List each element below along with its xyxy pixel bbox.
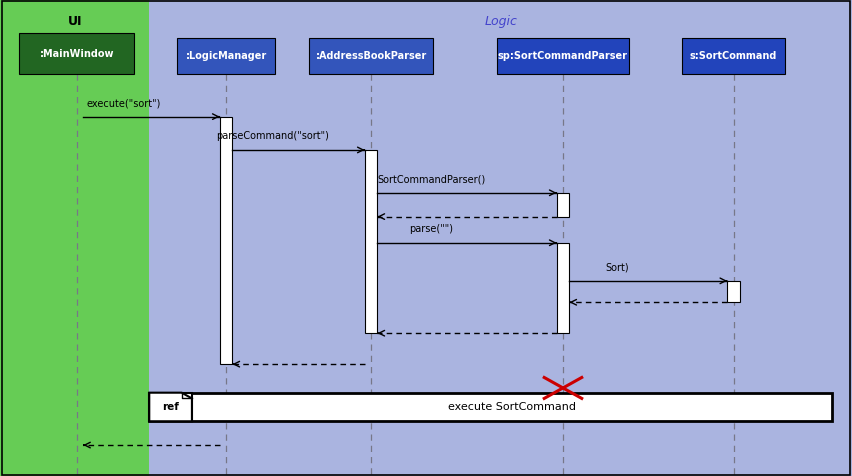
- FancyBboxPatch shape: [682, 38, 784, 74]
- FancyBboxPatch shape: [177, 38, 274, 74]
- Text: Logic: Logic: [484, 15, 517, 28]
- Text: ref: ref: [162, 402, 179, 412]
- Text: :AddressBookParser: :AddressBookParser: [315, 51, 426, 61]
- FancyBboxPatch shape: [726, 281, 740, 302]
- Polygon shape: [149, 393, 192, 421]
- FancyBboxPatch shape: [19, 33, 135, 74]
- FancyBboxPatch shape: [496, 38, 629, 74]
- FancyBboxPatch shape: [149, 393, 831, 421]
- FancyBboxPatch shape: [0, 0, 149, 476]
- Text: Sort): Sort): [604, 262, 628, 272]
- Text: execute("sort"): execute("sort"): [87, 98, 161, 108]
- Text: parseCommand("sort"): parseCommand("sort"): [216, 131, 328, 141]
- Text: execute SortCommand: execute SortCommand: [447, 402, 575, 412]
- Text: :MainWindow: :MainWindow: [39, 49, 114, 59]
- FancyBboxPatch shape: [556, 193, 569, 217]
- FancyBboxPatch shape: [365, 150, 377, 333]
- Text: SortCommandParser(): SortCommandParser(): [377, 174, 485, 184]
- FancyBboxPatch shape: [308, 38, 432, 74]
- FancyBboxPatch shape: [149, 393, 192, 421]
- Text: parse(""): parse(""): [409, 224, 452, 234]
- Text: s:SortCommand: s:SortCommand: [689, 51, 776, 61]
- Text: :LogicManager: :LogicManager: [185, 51, 267, 61]
- Text: sp:SortCommandParser: sp:SortCommandParser: [498, 51, 627, 61]
- FancyBboxPatch shape: [556, 243, 569, 333]
- Text: UI: UI: [67, 15, 82, 28]
- FancyBboxPatch shape: [220, 117, 232, 364]
- FancyBboxPatch shape: [149, 0, 852, 476]
